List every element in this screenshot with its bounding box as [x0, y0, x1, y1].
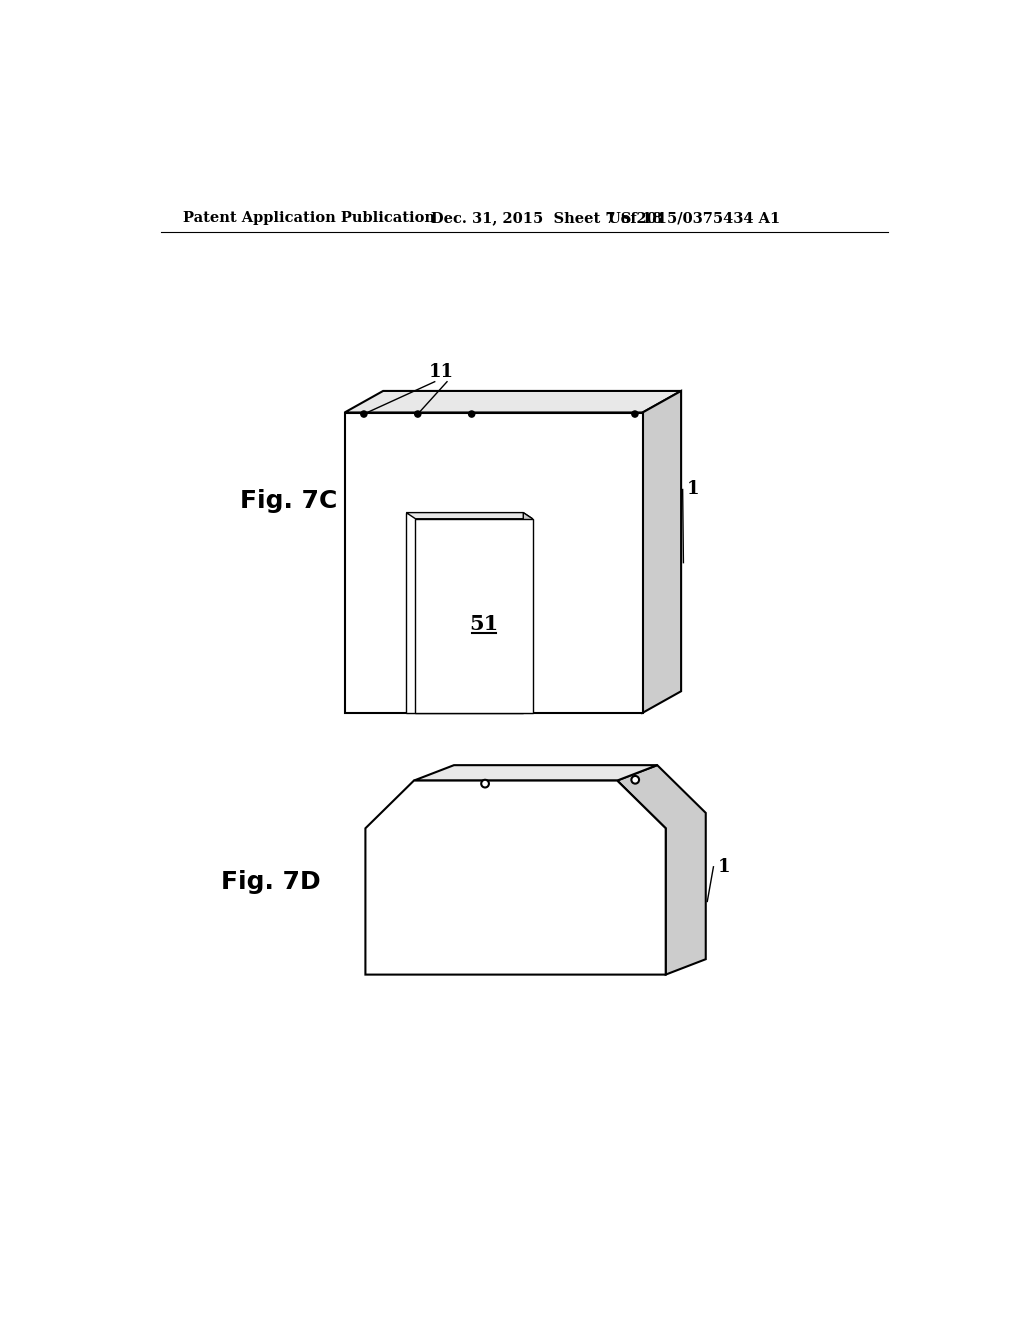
Circle shape: [632, 776, 639, 784]
Polygon shape: [366, 780, 666, 974]
Text: US 2015/0375434 A1: US 2015/0375434 A1: [608, 211, 780, 226]
Polygon shape: [407, 512, 532, 519]
Text: 1: 1: [686, 480, 699, 499]
Polygon shape: [643, 391, 681, 713]
Text: 1: 1: [717, 858, 730, 875]
Text: Patent Application Publication: Patent Application Publication: [183, 211, 435, 226]
Text: 11: 11: [428, 363, 454, 381]
Polygon shape: [523, 512, 532, 713]
Text: Fig. 7D: Fig. 7D: [221, 870, 322, 894]
Polygon shape: [345, 391, 681, 412]
Text: Dec. 31, 2015  Sheet 7 of 18: Dec. 31, 2015 Sheet 7 of 18: [431, 211, 663, 226]
Circle shape: [415, 411, 421, 417]
Polygon shape: [617, 766, 706, 974]
Circle shape: [632, 411, 638, 417]
Circle shape: [469, 411, 475, 417]
Circle shape: [481, 780, 488, 788]
Polygon shape: [416, 519, 532, 713]
Circle shape: [360, 411, 367, 417]
Text: 51: 51: [469, 614, 499, 634]
Text: Fig. 7C: Fig. 7C: [240, 488, 337, 513]
Polygon shape: [414, 766, 657, 780]
Polygon shape: [407, 512, 523, 713]
Polygon shape: [345, 412, 643, 713]
